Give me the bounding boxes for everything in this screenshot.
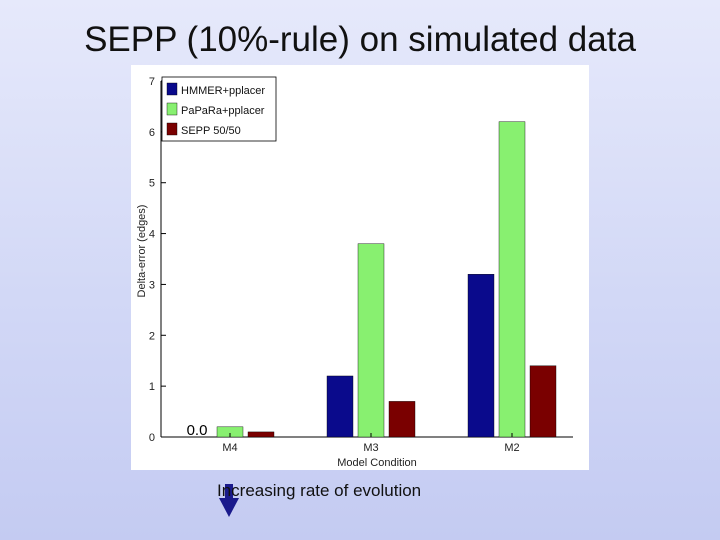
legend-swatch xyxy=(166,122,178,136)
bar-M3-3 xyxy=(388,401,416,438)
bar-M2-1 xyxy=(467,274,495,438)
y-axis-title: Delta-error (edges) xyxy=(136,205,148,298)
legend-swatch xyxy=(166,102,178,116)
bar-M3-2 xyxy=(357,243,385,438)
arrow-head xyxy=(219,498,239,517)
y-tick-label: 7 xyxy=(149,76,155,88)
down-arrow-icon xyxy=(219,484,239,517)
y-tick-label: 0 xyxy=(149,432,155,444)
annotation-text: Increasing rate of evolution xyxy=(217,481,422,500)
x-tick-label: M3 xyxy=(363,442,378,454)
chart-panel: 0 1 2 3 4 5 6 7 Delta-error (edges) M4 M3 M2 Model C… xyxy=(131,65,589,470)
legend-swatch xyxy=(166,82,178,96)
x-tick-label: M4 xyxy=(222,442,237,454)
legend-box xyxy=(161,76,277,142)
y-tick-label: 3 xyxy=(149,279,155,291)
bar-M3-1 xyxy=(326,375,354,438)
y-tick-label: 2 xyxy=(149,330,155,342)
y-tick-label: 5 xyxy=(149,178,155,190)
legend-label: PaPaRa+pplacer xyxy=(181,105,265,117)
y-tick-label: 4 xyxy=(149,229,155,241)
data-label: 0.0 xyxy=(187,422,208,439)
bar-M2-2 xyxy=(498,121,526,438)
x-axis-title: Model Condition xyxy=(337,457,417,469)
legend-label: SEPP 50/50 xyxy=(181,125,241,137)
bar-M4-3 xyxy=(247,431,275,438)
x-tick-label: M2 xyxy=(504,442,519,454)
y-tick-label: 1 xyxy=(149,381,155,393)
slide-title: SEPP (10%-rule) on simulated data xyxy=(84,20,636,59)
arrow-shaft xyxy=(225,484,233,500)
legend-label: HMMER+pplacer xyxy=(181,85,265,97)
bar-M2-3 xyxy=(529,365,557,438)
bar-chart: 0 1 2 3 4 5 6 7 Delta-error (edges) M4 M3 M2 Model C… xyxy=(136,76,573,469)
y-tick-label: 6 xyxy=(149,127,155,139)
